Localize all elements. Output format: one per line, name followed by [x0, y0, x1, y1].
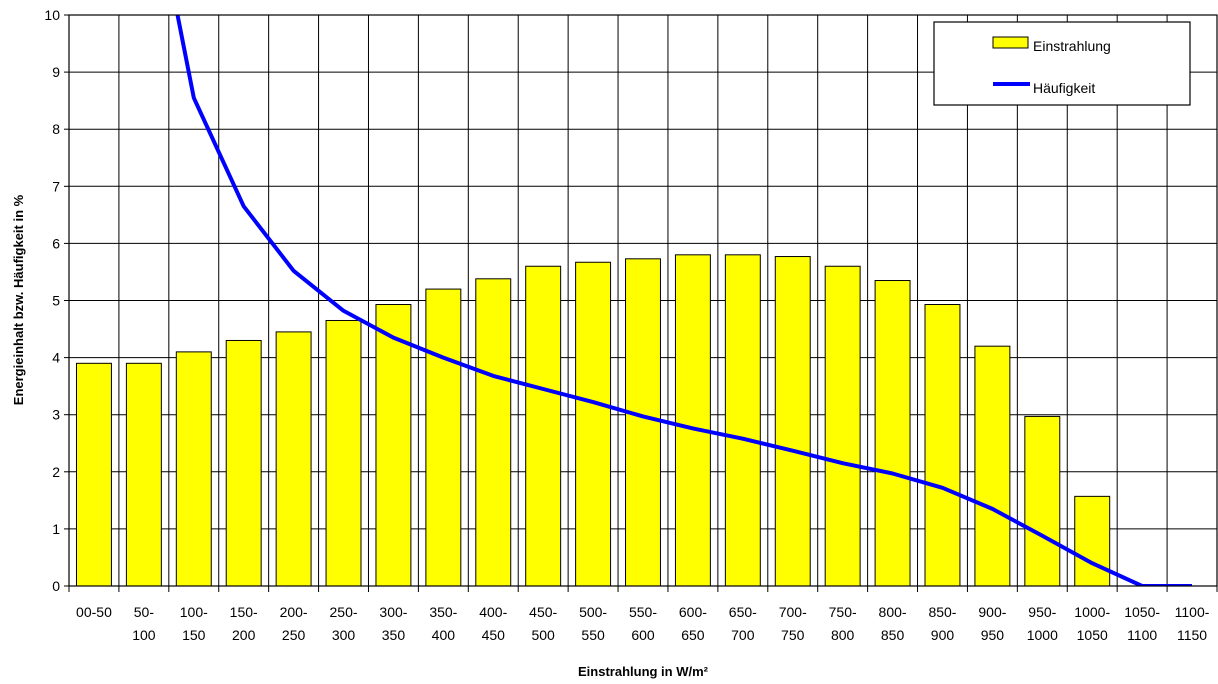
- y-tick-label: 1: [52, 521, 60, 537]
- x-tick-label: 750-800: [829, 604, 857, 643]
- x-tick-label: 950-1000: [1027, 604, 1058, 643]
- bar-einstrahlung-900-950: [974, 345, 1011, 587]
- legend-label-haeufigkeit: Häufigkeit: [1033, 80, 1095, 96]
- x-tick-label: 500-550: [579, 604, 607, 643]
- bar-einstrahlung-600-650: [674, 254, 711, 587]
- bar-einstrahlung-400-450: [475, 278, 512, 587]
- y-tick-label: 3: [52, 407, 60, 423]
- y-tick-label: 6: [52, 235, 60, 251]
- bar-einstrahlung-100-150: [175, 351, 212, 587]
- bar-einstrahlung-00-50: [75, 362, 112, 587]
- y-tick-label: 10: [44, 7, 60, 23]
- x-tick-label: 900-950: [978, 604, 1006, 643]
- legend: Einstrahlung Häufigkeit: [933, 21, 1191, 106]
- bar-einstrahlung-300-350: [375, 303, 412, 587]
- y-tick-label: 8: [52, 121, 60, 137]
- bar-einstrahlung-950-1000: [1024, 415, 1061, 587]
- bar-einstrahlung-500-550: [575, 261, 612, 587]
- x-axis-title: Einstrahlung in W/m²: [578, 664, 709, 679]
- bar-einstrahlung-650-700: [724, 254, 761, 587]
- y-tick-label: 2: [52, 464, 60, 480]
- bar-einstrahlung-250-300: [325, 319, 362, 587]
- x-tick-label: 600-650: [679, 604, 707, 643]
- x-tick-label: 250-300: [330, 604, 358, 643]
- bar-einstrahlung-150-200: [225, 339, 262, 587]
- bar-einstrahlung-700-750: [774, 256, 811, 587]
- x-tick-label: 50-100: [132, 604, 156, 643]
- x-tick-label: 150-200: [230, 604, 258, 643]
- x-tick-label: 1000-1050: [1074, 604, 1110, 643]
- x-tick-label: 450-500: [529, 604, 557, 643]
- gridlines: [69, 15, 1217, 586]
- bar-einstrahlung-350-400: [425, 288, 462, 587]
- y-axis-title: Energieinhalt bzw. Häufigkeit in %: [11, 194, 26, 405]
- x-tick-label: 1100-1150: [1175, 604, 1210, 643]
- x-tick-label: 300-350: [379, 604, 407, 643]
- x-tick-label: 350-400: [429, 604, 457, 643]
- bar-einstrahlung-800-850: [874, 280, 911, 587]
- x-tick-label: 400-450: [479, 604, 507, 643]
- plot-frame: [68, 14, 1218, 587]
- x-tick-label: 1050-1100: [1124, 604, 1160, 643]
- y-tick-label: 0: [52, 578, 60, 594]
- y-tick-label: 7: [52, 178, 60, 194]
- x-tick-label: 100-150: [180, 604, 208, 643]
- x-tick-label: 650-700: [729, 604, 757, 643]
- y-tick-label: 9: [52, 64, 60, 80]
- legend-box: [933, 21, 1191, 106]
- bar-einstrahlung-1000-1050: [1074, 495, 1111, 587]
- line-series-haeufigkeit: [175, 15, 1192, 586]
- bar-einstrahlung-200-250: [275, 331, 312, 587]
- bar-einstrahlung-550-600: [625, 258, 661, 587]
- y-tick-label: 4: [52, 350, 60, 366]
- y-axis-ticks: 0 1 2 3 4 5 6 7 8 9 10: [44, 7, 69, 594]
- bar-einstrahlung-850-900: [924, 303, 961, 587]
- x-tick-label: 550-600: [629, 604, 657, 643]
- bar-einstrahlung-450-500: [525, 265, 562, 587]
- legend-label-einstrahlung: Einstrahlung: [1033, 38, 1111, 54]
- x-tick-label: 00-50: [76, 604, 112, 620]
- x-axis-ticks: 00-50 50-100 100-150 150-200 200-250 250-300 3…: [68, 586, 1218, 643]
- bar-einstrahlung-750-800: [824, 265, 861, 587]
- y-tick-label: 5: [52, 293, 60, 309]
- x-tick-label: 700-750: [779, 604, 807, 643]
- bar-einstrahlung-50-100: [125, 362, 162, 587]
- bar-series-einstrahlung: [75, 254, 1111, 587]
- x-tick-label: 850-900: [928, 604, 956, 643]
- x-tick-label: 200-250: [280, 604, 308, 643]
- legend-swatch-einstrahlung: [992, 36, 1029, 49]
- line-haeufigkeit-path: [175, 15, 1192, 586]
- x-tick-label: 800-850: [879, 604, 907, 643]
